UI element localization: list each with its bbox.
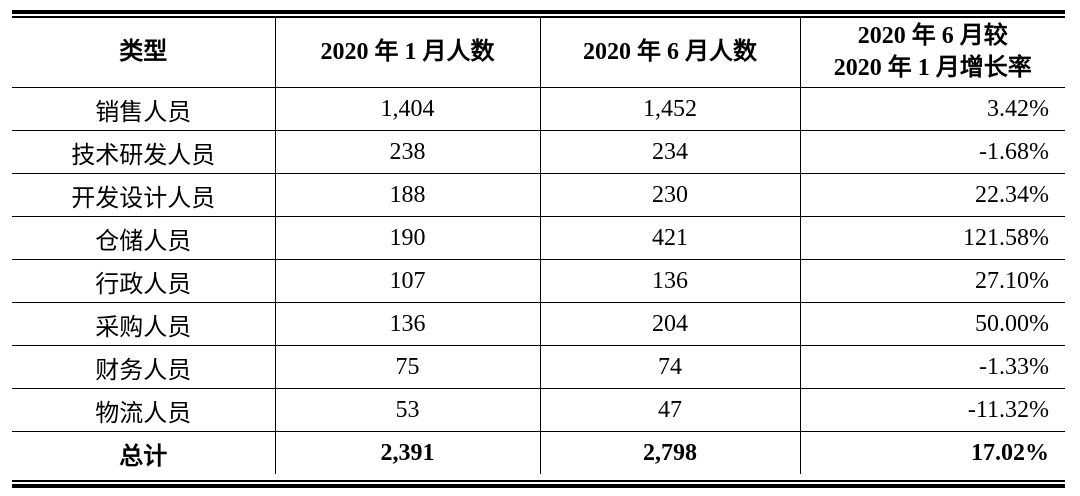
- cell: 物流人员: [12, 388, 275, 432]
- cell: 22.34%: [799, 173, 1065, 217]
- bottom-thick-rule: [12, 484, 1065, 488]
- cell: 75: [274, 345, 540, 389]
- cell: 3.42%: [799, 87, 1065, 131]
- cell: 230: [539, 173, 800, 217]
- cell: 50.00%: [799, 302, 1065, 346]
- cell: 仓储人员: [12, 216, 275, 260]
- data-row: 财务人员 75 74 -1.33%: [12, 345, 1065, 389]
- cell: 53: [274, 388, 540, 432]
- cell: 27.10%: [799, 259, 1065, 303]
- cell: 2,391: [274, 431, 540, 474]
- cell: 188: [274, 173, 540, 217]
- header-cell: 2020 年 6 月较 2020 年 1 月增长率: [799, 17, 1065, 88]
- cell: 技术研发人员: [12, 130, 275, 174]
- cell: 190: [274, 216, 540, 260]
- cell: -1.33%: [799, 345, 1065, 389]
- data-row: 行政人员 107 136 27.10%: [12, 259, 1065, 303]
- cell: 财务人员: [12, 345, 275, 389]
- cell: -11.32%: [799, 388, 1065, 432]
- cell: 采购人员: [12, 302, 275, 346]
- header-cell: 2020 年 1 月人数: [274, 17, 540, 88]
- cell: 销售人员: [12, 87, 275, 131]
- data-row: 开发设计人员 188 230 22.34%: [12, 173, 1065, 217]
- cell: 107: [274, 259, 540, 303]
- staff-table: 类型 2020 年 1 月人数 2020 年 6 月人数 2020 年 6 月较 20…: [12, 17, 1065, 474]
- cell: 47: [539, 388, 800, 432]
- cell: 136: [274, 302, 540, 346]
- bottom-thin-rule: [12, 480, 1065, 482]
- data-row: 采购人员 136 204 50.00%: [12, 302, 1065, 346]
- table-body: 销售人员 1,404 1,452 3.42% 技术研发人员 238 234 -1.68% 开发设…: [12, 87, 1065, 474]
- cell: 2,798: [539, 431, 800, 474]
- cell: 204: [539, 302, 800, 346]
- cell: 开发设计人员: [12, 173, 275, 217]
- total-row: 总计 2,391 2,798 17.02%: [12, 431, 1065, 474]
- cell: 行政人员: [12, 259, 275, 303]
- cell: 421: [539, 216, 800, 260]
- header-row: 类型 2020 年 1 月人数 2020 年 6 月人数 2020 年 6 月较 20…: [12, 17, 1065, 88]
- cell: 136: [539, 259, 800, 303]
- data-row: 技术研发人员 238 234 -1.68%: [12, 130, 1065, 174]
- cell: 121.58%: [799, 216, 1065, 260]
- data-row: 仓储人员 190 421 121.58%: [12, 216, 1065, 260]
- cell: 1,404: [274, 87, 540, 131]
- top-thick-rule: [12, 10, 1065, 14]
- header-cell: 类型: [119, 39, 168, 65]
- cell: 234: [539, 130, 800, 174]
- header-cell: 2020 年 6 月人数: [539, 17, 800, 88]
- data-row: 销售人员 1,404 1,452 3.42%: [12, 87, 1065, 131]
- data-row: 物流人员 53 47 -11.32%: [12, 388, 1065, 432]
- cell: -1.68%: [799, 130, 1065, 174]
- cell: 74: [539, 345, 800, 389]
- cell: 1,452: [539, 87, 800, 131]
- top-thin-rule: [12, 16, 1065, 18]
- cell: 17.02%: [799, 431, 1065, 474]
- table-head: 类型 2020 年 1 月人数 2020 年 6 月人数 2020 年 6 月较 20…: [12, 17, 1065, 88]
- cell: 238: [274, 130, 540, 174]
- cell: 总计: [12, 431, 275, 474]
